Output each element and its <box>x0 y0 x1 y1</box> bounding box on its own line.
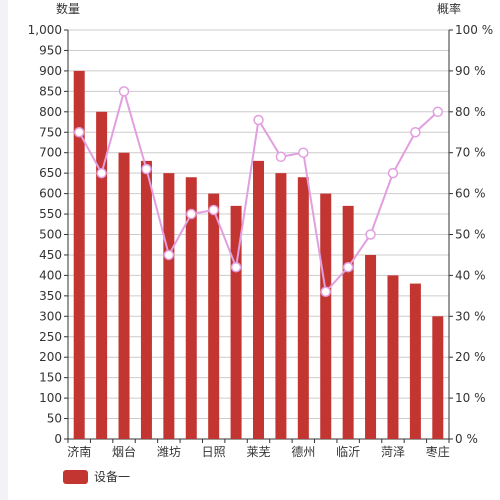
bar[interactable] <box>73 70 85 440</box>
line-point[interactable] <box>275 151 287 163</box>
bar[interactable] <box>96 111 108 440</box>
line-point[interactable] <box>298 147 309 158</box>
left-tick-label: 900 <box>39 64 62 78</box>
left-tick-label: 150 <box>39 371 62 385</box>
left-tick-label: 650 <box>39 166 62 180</box>
line-point[interactable] <box>230 261 242 273</box>
legend[interactable]: 设备一 <box>63 468 130 485</box>
bar[interactable] <box>118 152 130 439</box>
right-tick-label: 30 % <box>455 309 486 323</box>
bar[interactable] <box>253 160 264 439</box>
bar[interactable] <box>432 316 444 439</box>
right-axis-name: 概率 <box>437 1 461 16</box>
left-tick-label: 600 <box>39 187 62 201</box>
x-tick-label: 菏泽 <box>381 445 405 459</box>
right-tick-label: 0 % <box>455 432 478 446</box>
x-tick-label: 临沂 <box>336 445 360 459</box>
left-tick-label: 250 <box>39 330 62 344</box>
x-tick-label: 莱芜 <box>246 445 270 459</box>
bar[interactable] <box>387 275 399 439</box>
right-tick-label: 50 % <box>455 228 486 242</box>
left-tick-label: 0 <box>54 432 62 446</box>
bar[interactable] <box>297 177 309 440</box>
left-axis-name: 数量 <box>56 1 80 16</box>
line-point[interactable] <box>163 249 175 261</box>
line-point[interactable] <box>208 204 219 216</box>
x-tick-label: 枣庄 <box>426 444 450 459</box>
bar[interactable] <box>320 193 332 439</box>
left-tick-label: 200 <box>39 350 62 364</box>
left-tick-label: 300 <box>39 309 62 323</box>
left-tick-label: 850 <box>39 84 62 98</box>
line-point[interactable] <box>320 286 331 298</box>
right-tick-label: 60 % <box>455 187 486 201</box>
bar[interactable] <box>208 193 220 439</box>
line-point[interactable] <box>410 127 421 138</box>
left-tick-label: 700 <box>39 146 62 160</box>
right-tick-label: 70 % <box>455 146 486 160</box>
left-tick-label: 750 <box>39 125 62 139</box>
bar[interactable] <box>275 173 287 439</box>
right-tick-label: 80 % <box>455 105 486 119</box>
x-tick-label: 日照 <box>202 445 226 459</box>
x-tick-label: 德州 <box>291 444 315 459</box>
bar[interactable] <box>140 160 152 439</box>
line-point[interactable] <box>342 261 354 273</box>
x-tick-label: 潍坊 <box>157 444 181 459</box>
line-point[interactable] <box>186 208 197 220</box>
legend-swatch <box>63 469 88 484</box>
bar[interactable] <box>230 205 242 439</box>
line-point[interactable] <box>365 229 376 240</box>
x-tick-label: 烟台 <box>112 444 136 459</box>
left-tick-label: 550 <box>39 207 62 221</box>
left-tick-label: 450 <box>39 248 62 262</box>
right-tick-label: 10 % <box>455 391 486 405</box>
line-point[interactable] <box>118 86 130 97</box>
bar[interactable] <box>409 283 421 439</box>
line-point[interactable] <box>253 114 264 126</box>
right-tick-label: 90 % <box>455 64 486 78</box>
left-tick-label: 1,000 <box>28 23 62 37</box>
left-tick-label: 800 <box>39 105 62 119</box>
bar[interactable] <box>342 205 354 439</box>
left-tick-label: 350 <box>39 289 62 303</box>
x-tick-label: 济南 <box>67 444 91 459</box>
bar[interactable] <box>163 173 175 439</box>
line-point[interactable] <box>432 106 444 118</box>
bar[interactable] <box>365 254 377 439</box>
left-tick-label: 950 <box>39 43 62 57</box>
line-point[interactable] <box>73 127 85 138</box>
left-tick-label: 500 <box>39 228 62 242</box>
legend-label: 设备一 <box>94 470 131 484</box>
bar[interactable] <box>185 177 197 440</box>
left-tick-label: 50 <box>47 412 62 426</box>
right-tick-label: 100 % <box>455 23 493 37</box>
left-tick-label: 100 <box>39 391 62 405</box>
right-tick-label: 40 % <box>455 268 486 282</box>
line-point[interactable] <box>387 167 399 179</box>
left-tick-label: 400 <box>39 268 62 282</box>
left-edge-strip <box>0 0 8 500</box>
line-point[interactable] <box>96 167 107 179</box>
right-tick-label: 20 % <box>455 350 486 364</box>
line-point[interactable] <box>141 163 152 175</box>
